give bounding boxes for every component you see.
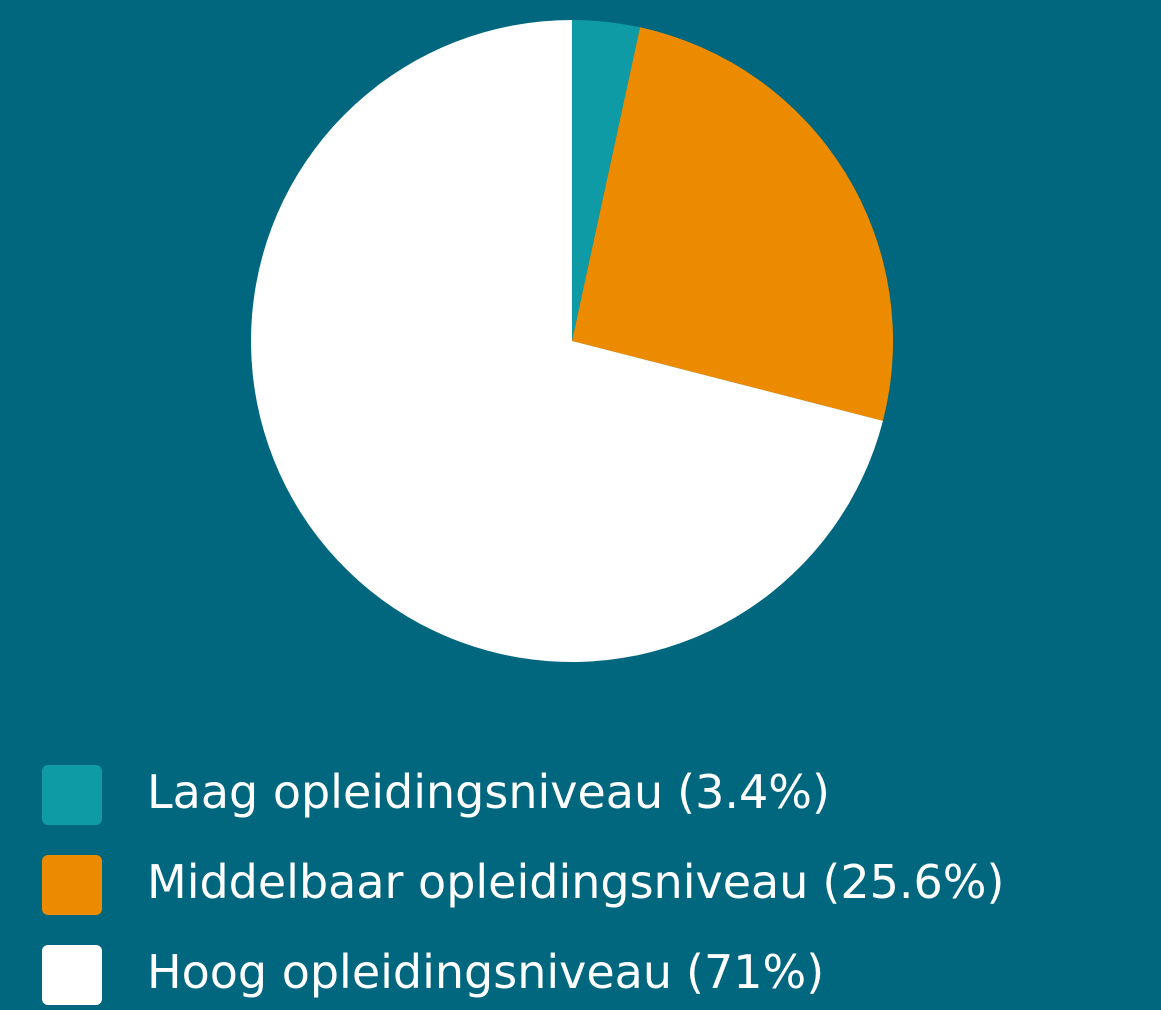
pie-slice: [572, 27, 893, 421]
legend-name: Laag opleidingsniveau: [147, 765, 663, 819]
pie-slice: [250, 20, 883, 662]
legend-value: (3.4%): [677, 765, 830, 819]
legend-label: Hoog opleidingsniveau (71%): [147, 945, 824, 999]
legend-value: (25.6%): [822, 855, 1004, 909]
legend-name: Hoog opleidingsniveau: [147, 945, 672, 999]
legend-name: Middelbaar opleidingsniveau: [147, 855, 808, 909]
legend-swatch: [42, 945, 102, 1005]
legend-label: Laag opleidingsniveau (3.4%): [147, 765, 830, 819]
legend-swatch: [42, 855, 102, 915]
legend-swatch: [42, 765, 102, 825]
legend-label: Middelbaar opleidingsniveau (25.6%): [147, 855, 1004, 909]
legend-value: (71%): [686, 945, 824, 999]
pie-slice: [572, 20, 641, 341]
